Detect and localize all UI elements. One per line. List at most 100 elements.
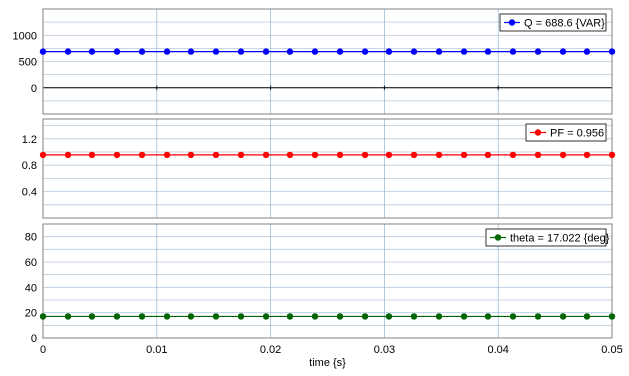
legend-label: PF = 0.956 (550, 128, 604, 140)
data-point (286, 151, 294, 159)
data-point (138, 313, 146, 320)
data-point (39, 151, 47, 159)
data-point (64, 48, 72, 55)
data-point (138, 48, 146, 55)
legend-box (525, 123, 607, 142)
data-point (336, 313, 344, 320)
legend-marker (508, 19, 516, 26)
data-point (336, 48, 344, 55)
data-point (509, 48, 517, 55)
data-point (113, 151, 121, 159)
data-point (361, 313, 369, 320)
data-point (460, 313, 468, 320)
data-point (262, 313, 270, 320)
data-point (509, 151, 517, 159)
data-point (311, 313, 319, 320)
data-point (608, 151, 616, 159)
data-point (534, 151, 542, 159)
data-point (212, 48, 220, 55)
data-point (39, 313, 47, 320)
data-point (187, 313, 195, 320)
y-tick-label: 1000 (13, 30, 37, 42)
data-point (484, 313, 492, 320)
y-tick-label: 1.2 (22, 134, 37, 146)
data-point (163, 313, 171, 320)
legend-box (499, 13, 607, 32)
chart-panel-2: 0.4 0.8 1.2 PF = 0.956 (22, 118, 616, 219)
plot-area (43, 119, 612, 218)
data-point (608, 313, 616, 320)
data-point (583, 151, 591, 159)
x-axis-label: time {s} (309, 357, 346, 369)
data-point (212, 313, 220, 320)
y-tick-label: 60 (25, 257, 37, 269)
plot-frame (42, 8, 613, 115)
data-point (608, 48, 616, 55)
y-tick-label: 0 (31, 333, 37, 345)
x-axis: 0 0.01 0.02 0.03 0.04 0.05 time {s} (40, 344, 623, 369)
x-tick-label: 0.01 (146, 344, 167, 356)
data-point (113, 48, 121, 55)
data-point (385, 48, 393, 55)
data-point (138, 151, 146, 159)
data-point (262, 48, 270, 55)
data-point (237, 48, 245, 55)
data-point (212, 151, 220, 159)
data-point (286, 313, 294, 320)
data-point (113, 313, 121, 320)
data-point (311, 48, 319, 55)
data-point (39, 48, 47, 55)
x-tick-label: 0.05 (601, 344, 622, 356)
data-point (410, 313, 418, 320)
data-point (64, 151, 72, 159)
data-point (88, 151, 96, 159)
data-point (361, 48, 369, 55)
y-tick-label: 80 (25, 232, 37, 244)
data-point (559, 313, 567, 320)
data-point (385, 313, 393, 320)
x-tick-label: 0.03 (374, 344, 395, 356)
legend-marker (494, 234, 502, 241)
data-point (361, 151, 369, 159)
x-tick-label: 0.02 (260, 344, 281, 356)
plot-frame (42, 223, 613, 339)
legend-marker (534, 129, 542, 136)
y-tick-label: 20 (25, 308, 37, 320)
data-point (509, 313, 517, 320)
data-point (435, 151, 443, 159)
data-point (435, 313, 443, 320)
y-tick-label: 0.8 (22, 160, 37, 172)
data-point (163, 151, 171, 159)
y-tick-label: 500 (19, 57, 37, 69)
data-point (311, 151, 319, 159)
legend-label: Q = 688.6 {VAR} (524, 18, 605, 30)
data-point (559, 48, 567, 55)
data-point (410, 151, 418, 159)
y-tick-label: 0.4 (22, 187, 37, 199)
data-point (237, 151, 245, 159)
data-point (559, 151, 567, 159)
data-point (534, 313, 542, 320)
data-point (460, 151, 468, 159)
data-point (484, 151, 492, 159)
data-point (435, 48, 443, 55)
data-point (385, 151, 393, 159)
chart-panel-3: 0 20 40 60 80 theta = 17.022 {deg} (25, 223, 616, 345)
data-point (237, 313, 245, 320)
data-point (64, 313, 72, 320)
data-point (534, 48, 542, 55)
data-point (187, 151, 195, 159)
data-point (583, 313, 591, 320)
x-tick-label: 0 (40, 344, 46, 356)
data-point (460, 48, 468, 55)
y-tick-label: 40 (25, 282, 37, 294)
legend-label: theta = 17.022 {deg} (510, 233, 610, 245)
chart-panel-1: 0 500 1000 Q = 688.6 {VAR} (13, 8, 616, 115)
legend-box (485, 228, 607, 247)
data-point (163, 48, 171, 55)
y-tick-label: 0 (31, 83, 37, 95)
data-point (88, 313, 96, 320)
data-point (336, 151, 344, 159)
